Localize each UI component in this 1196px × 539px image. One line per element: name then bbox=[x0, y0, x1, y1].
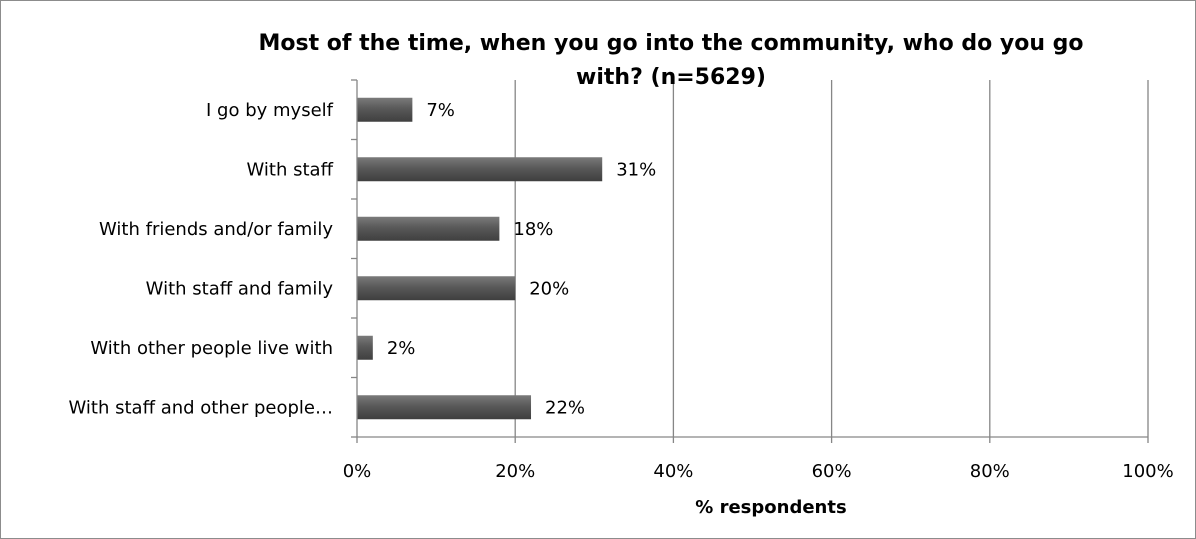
category-label: I go by myself bbox=[206, 100, 334, 121]
data-label: 20% bbox=[529, 278, 569, 299]
x-tick-label: 0% bbox=[343, 461, 372, 482]
grid-layer bbox=[514, 80, 1149, 437]
bar bbox=[357, 216, 500, 241]
labels-layer: 0% 20% 40% 60% 80% 100% I go by myself 7% With s… bbox=[69, 100, 1174, 482]
x-tick-label: 60% bbox=[812, 461, 852, 482]
category-label: With staff and other people… bbox=[69, 397, 333, 418]
data-label: 31% bbox=[616, 159, 656, 180]
bars-layer bbox=[357, 97, 603, 420]
bar bbox=[357, 335, 373, 360]
category-label: With other people live with bbox=[90, 338, 333, 359]
chart-title-line-2: with? (n=5629) bbox=[576, 65, 766, 90]
chart-title-line-1: Most of the time, when you go into the c… bbox=[258, 31, 1083, 56]
x-axis-title: % respondents bbox=[695, 497, 846, 518]
bar bbox=[357, 276, 516, 301]
axis-layer bbox=[351, 79, 1149, 443]
bar bbox=[357, 395, 532, 420]
bar bbox=[357, 97, 413, 122]
category-label: With friends and/or family bbox=[99, 219, 333, 240]
data-label: 7% bbox=[426, 100, 455, 121]
category-label: With staff bbox=[247, 159, 334, 180]
bar bbox=[357, 157, 603, 182]
data-label: 2% bbox=[387, 338, 416, 359]
x-tick-label: 80% bbox=[970, 461, 1010, 482]
x-tick-label: 40% bbox=[653, 461, 693, 482]
x-tick-label: 100% bbox=[1122, 461, 1173, 482]
category-label: With staff and family bbox=[146, 278, 334, 299]
data-label: 22% bbox=[545, 397, 585, 418]
x-tick-label: 20% bbox=[495, 461, 535, 482]
data-label: 18% bbox=[513, 219, 553, 240]
